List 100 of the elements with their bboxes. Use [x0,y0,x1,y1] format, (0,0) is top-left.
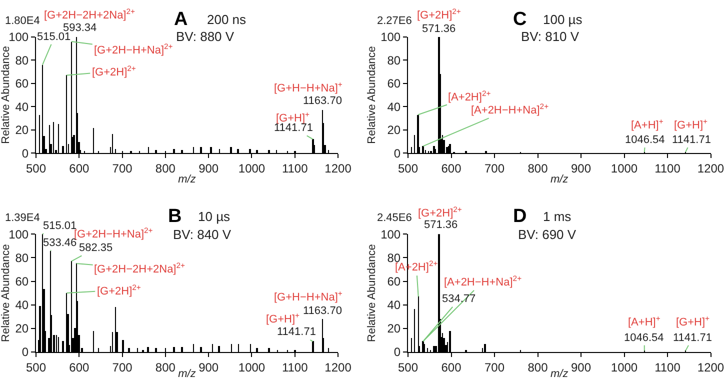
chart-title: A [174,9,188,30]
annotation: 1141.71 [673,332,712,344]
x-tick-label: 500 [26,360,46,374]
annotation: [G+2H]$^{2+}$ [92,64,136,79]
chart-subtitle: 200 ns [207,12,247,27]
x-tick-label: 800 [155,162,176,176]
x-axis-title: m/z [550,368,569,380]
x-tick-label: 700 [112,162,133,176]
annotation: BV: 690 V [518,227,576,242]
y-tick-label: 20 [15,123,29,138]
x-tick-label: 500 [398,162,418,176]
x-tick-label: 600 [69,360,90,374]
y-tick-label: 0 [394,146,401,160]
y-tick-label: 0 [394,345,401,360]
y-tick-label: 40 [15,100,29,114]
y-tick-label: 60 [15,274,29,288]
chart-title: D [513,206,527,227]
x-axis-title: m/z [550,174,569,186]
y-tick-label: 100 [380,227,401,242]
annotation: 1046.54 [624,332,664,344]
y-axis-title: Relative Abundance [0,46,12,144]
x-tick-label: 600 [69,162,90,176]
y-axis-title: Relative Abundance [366,244,378,342]
annotation: [A+2H−H+Na]$^{2+}$ [471,102,550,117]
y-tick-label: 40 [387,298,401,312]
x-tick-label: 800 [528,360,548,374]
text: 2.45E6 [377,212,412,224]
chart-subtitle: 1 ms [543,209,572,224]
y-tick-label: 80 [15,250,29,265]
x-tick-label: 500 [398,360,418,374]
y-tick-label: 80 [387,53,401,68]
annotation: [G+2H]$^{2+}$ [97,283,142,298]
annotation: [A+H]$^{+}$ [631,117,664,132]
x-tick-label: 700 [484,162,505,176]
x-tick-label: 900 [198,162,219,176]
x-tick-label: 900 [198,360,219,374]
annotation: 515.01 [37,31,71,43]
annotation: [G+H]$^{+}$ [266,311,300,326]
x-tick-label: 900 [570,162,592,176]
text: 1.39E4 [5,212,40,224]
annotation: BV: 810 V [521,29,580,44]
annotation: [G+2H]$^{2+}$ [417,7,462,22]
x-tick-label: 1100 [654,360,681,374]
x-tick-label: 800 [528,162,548,176]
y-tick-label: 20 [387,322,401,336]
x-tick-label: 1100 [282,360,308,374]
x-tick-label: 600 [441,360,462,374]
chart-subtitle: 10 µs [198,209,231,224]
y-tick-label: 20 [15,322,29,336]
x-tick-label: 1200 [697,360,724,374]
annotation: 1163.70 [303,305,342,317]
annotation: [A+H]$^{+}$ [628,314,661,329]
x-tick-label: 500 [26,162,46,176]
y-tick-label: 100 [8,227,29,242]
annotation: [G+H]$^{+}$ [676,314,710,329]
x-tick-label: 900 [570,360,592,374]
chart-subtitle: 100 µs [543,12,583,27]
annotation: 1141.71 [274,122,313,134]
x-tick-label: 1100 [282,162,308,176]
annotation: 582.35 [79,242,113,254]
chart-title: C [513,9,527,30]
annotation: [G+2H−2H+2Na]$^{2+}$ [94,261,186,276]
y-tick-label: 60 [15,76,29,91]
annotation: 533.46 [43,237,77,249]
chart-title: B [168,206,182,227]
annotation: [G+2H]$^{2+}$ [418,205,462,220]
x-tick-label: 1200 [324,360,352,374]
x-tick-label: 1000 [610,360,638,374]
x-tick-label: 1100 [654,162,681,176]
x-tick-label: 1000 [238,360,266,374]
x-tick-label: 700 [484,360,505,374]
x-tick-label: 1200 [697,162,724,176]
annotation: 571.36 [424,219,458,231]
y-tick-label: 80 [15,53,29,68]
y-tick-label: 20 [387,123,401,138]
annotation: [G+2H−H+Na]$^{2+}$ [94,42,174,57]
x-tick-label: 1000 [610,162,638,176]
x-axis-title: m/z [178,174,196,186]
annotation: [G+2H−2H+2Na]$^{2+}$ [44,7,136,22]
text: 2.27E6 [377,15,412,27]
text: 1.80E4 [5,15,40,27]
x-tick-label: 1000 [238,162,266,176]
annotation: 1163.70 [303,95,342,107]
annotation: [G+H]$^{+}$ [674,117,708,132]
x-tick-label: 600 [441,162,462,176]
y-tick-label: 60 [387,76,401,91]
annotation: [G+H−H+Na]$^{+}$ [274,80,343,95]
y-tick-label: 100 [380,30,401,44]
annotation: 1141.71 [672,134,711,146]
annotation: [G+H−H+Na]$^{+}$ [274,289,343,304]
annotation: 571.36 [422,23,456,35]
y-tick-label: 0 [22,146,29,160]
y-tick-label: 40 [387,100,401,114]
x-tick-label: 800 [155,360,176,374]
annotation: 1141.71 [277,326,316,338]
y-tick-label: 100 [8,30,29,44]
x-axis-title: m/z [178,368,196,380]
y-axis-title: Relative Abundance [0,244,12,342]
annotation: [A+2H−H+Na]$^{2+}$ [444,274,522,289]
annotation: 1046.54 [625,134,665,146]
